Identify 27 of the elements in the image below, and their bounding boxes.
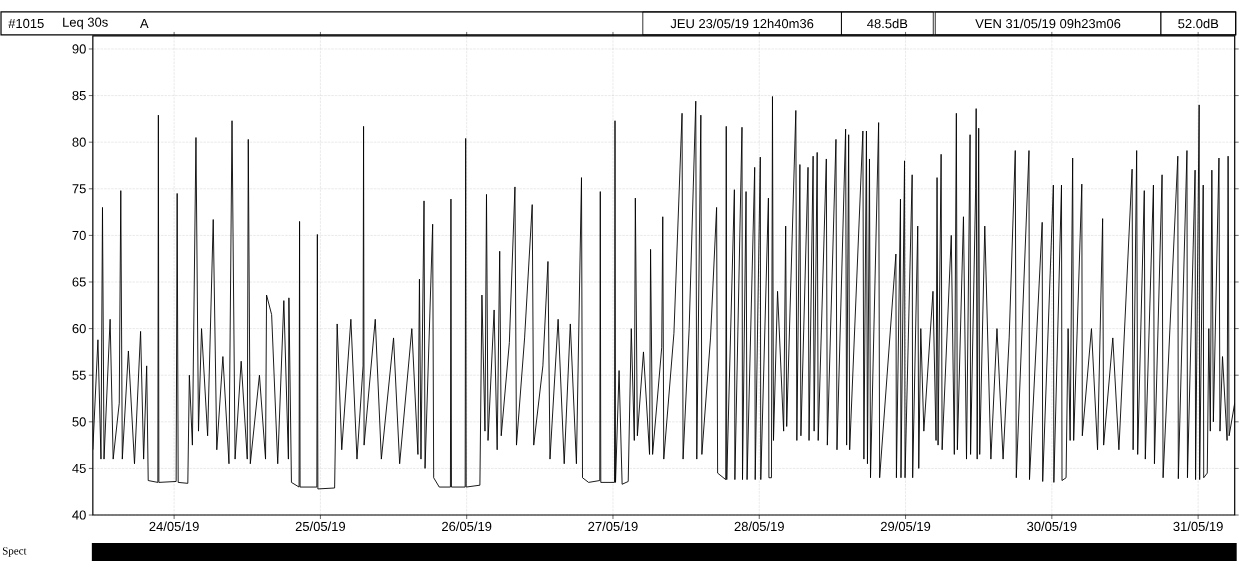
x-tick-label: 26/05/19: [442, 521, 492, 532]
x-tick-label: 24/05/19: [149, 521, 199, 532]
y-tick-label: 55: [72, 370, 86, 380]
x-tick-label: 27/05/19: [588, 521, 638, 532]
x-tick-label: 31/05/19: [1173, 521, 1223, 532]
x-tick-label: 28/05/19: [734, 521, 784, 532]
y-tick-label: 80: [72, 137, 86, 147]
text: JEU 23/05/19 12h40m36: [670, 18, 814, 29]
y-tick-label: 50: [72, 417, 86, 427]
text: 48.5dB: [867, 18, 908, 29]
x-tick-label: 29/05/19: [880, 521, 931, 532]
text: 52.0dB: [1178, 18, 1219, 29]
text: #1015: [8, 18, 44, 29]
y-tick-label: 85: [72, 91, 86, 101]
text: VEN 31/05/19 09h23m06: [975, 18, 1121, 29]
y-tick-label: 90: [72, 44, 86, 54]
text: Spect: [2, 547, 27, 557]
y-tick-label: 45: [72, 463, 86, 473]
y-tick-label: 75: [72, 184, 86, 194]
y-tick-label: 65: [72, 277, 86, 287]
y-tick-label: 70: [72, 230, 86, 241]
y-tick-label: 40: [72, 510, 86, 520]
x-tick-label: 25/05/19: [295, 521, 346, 532]
text: Leq 30s: [63, 17, 108, 30]
y-tick-label: 60: [72, 324, 86, 334]
text: A: [139, 19, 149, 28]
x-tick-label: 30/05/19: [1027, 521, 1077, 532]
